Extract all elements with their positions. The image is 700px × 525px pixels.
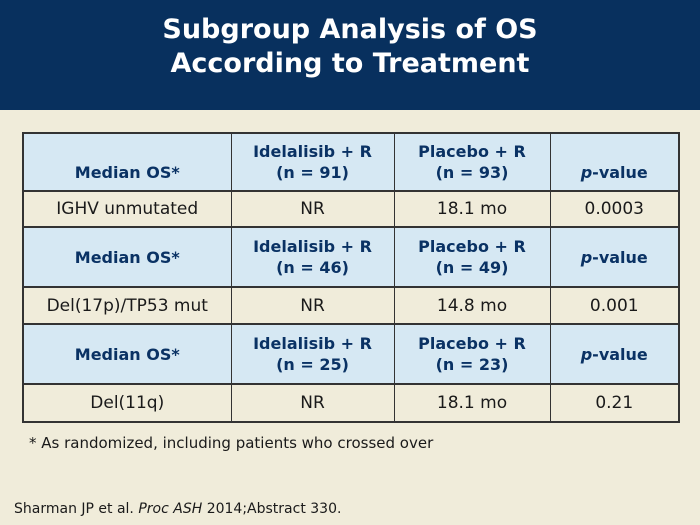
arm1-n: (n = 91)	[276, 163, 349, 182]
table-header-row-2: Median OS* Idelalisib + R (n = 46) Place…	[22, 226, 680, 288]
slide-title-line1: Subgroup Analysis of OS	[162, 14, 538, 45]
arm2-n: (n = 49)	[435, 258, 509, 277]
pvalue-value-cell: 0.0003	[549, 190, 680, 228]
table-row-del17p: Del(17p)/TP53 mut NR 14.8 mo 0.001	[22, 286, 680, 325]
pvalue-suffix: -value	[592, 344, 648, 364]
arm2-name: Placebo + R	[418, 237, 526, 256]
arm2-value-cell: 18.1 mo	[393, 190, 551, 228]
pvalue-suffix: -value	[592, 247, 648, 267]
header-pvalue-cell: p-value	[549, 226, 680, 288]
pvalue-p: p	[580, 247, 593, 267]
header-median-os-cell: Median OS*	[22, 132, 232, 192]
header-idelalisib-cell: Idelalisib + R (n = 25)	[230, 323, 395, 385]
arm2-value-cell: 18.1 mo	[393, 383, 551, 423]
pvalue-value-cell: 0.21	[549, 383, 680, 423]
header-placebo-cell: Placebo + R (n = 93)	[393, 132, 551, 192]
subgroup-os-table: Median OS* Idelalisib + R (n = 91) Place…	[22, 132, 680, 423]
arm1-name: Idelalisib + R	[253, 334, 372, 353]
header-median-os-cell: Median OS*	[22, 323, 232, 385]
subgroup-cell: Del(11q)	[22, 383, 232, 423]
subgroup-cell: IGHV unmutated	[22, 190, 232, 228]
header-pvalue-cell: p-value	[549, 132, 680, 192]
citation-prefix: Sharman JP et al.	[14, 501, 139, 517]
pvalue-p: p	[580, 163, 593, 182]
pvalue-p: p	[580, 344, 593, 364]
arm1-n: (n = 25)	[276, 355, 349, 374]
header-placebo-cell: Placebo + R (n = 49)	[393, 226, 551, 288]
header-placebo-cell: Placebo + R (n = 23)	[393, 323, 551, 385]
header-idelalisib-cell: Idelalisib + R (n = 91)	[230, 132, 395, 192]
arm1-name: Idelalisib + R	[253, 142, 372, 161]
citation: Sharman JP et al. Proc ASH 2014;Abstract…	[14, 501, 341, 517]
slide-title-line2: According to Treatment	[170, 48, 530, 79]
header-median-os-cell: Median OS*	[22, 226, 232, 288]
footnote: * As randomized, including patients who …	[29, 434, 434, 452]
arm2-n: (n = 23)	[435, 355, 509, 374]
arm1-n: (n = 46)	[276, 258, 349, 277]
citation-suffix: 2014;Abstract 330.	[202, 501, 342, 517]
subgroup-cell: Del(17p)/TP53 mut	[22, 286, 232, 325]
arm2-name: Placebo + R	[418, 142, 526, 161]
arm1-name: Idelalisib + R	[253, 237, 372, 256]
arm2-name: Placebo + R	[418, 334, 526, 353]
slide-title: Subgroup Analysis of OS According to Tre…	[0, 0, 700, 81]
arm1-value-cell: NR	[230, 383, 395, 423]
arm1-value-cell: NR	[230, 190, 395, 228]
table-row-del11q: Del(11q) NR 18.1 mo 0.21	[22, 383, 680, 423]
arm2-value-cell: 14.8 mo	[393, 286, 551, 325]
citation-journal: Proc ASH	[138, 501, 203, 517]
table-header-row-1: Median OS* Idelalisib + R (n = 91) Place…	[22, 132, 680, 192]
table-header-row-3: Median OS* Idelalisib + R (n = 25) Place…	[22, 323, 680, 385]
arm1-value-cell: NR	[230, 286, 395, 325]
header-idelalisib-cell: Idelalisib + R (n = 46)	[230, 226, 395, 288]
table-row-ighv: IGHV unmutated NR 18.1 mo 0.0003	[22, 190, 680, 228]
pvalue-suffix: -value	[592, 163, 648, 182]
header-pvalue-cell: p-value	[549, 323, 680, 385]
title-banner: Subgroup Analysis of OS According to Tre…	[0, 0, 700, 110]
arm2-n: (n = 93)	[435, 163, 509, 182]
pvalue-value-cell: 0.001	[549, 286, 680, 325]
